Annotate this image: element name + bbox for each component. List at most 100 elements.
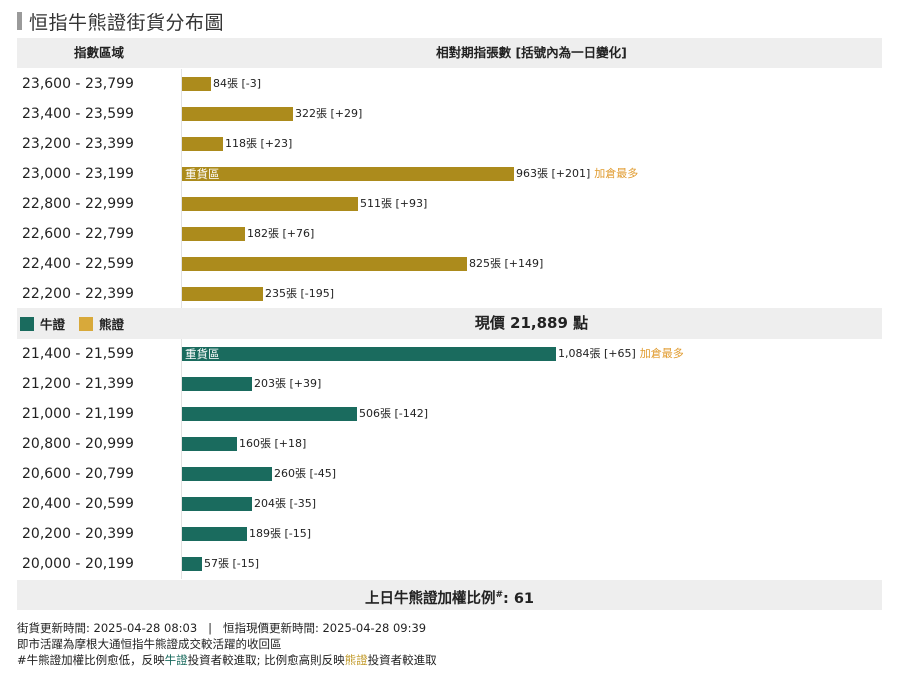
bear-bar [182, 107, 293, 121]
bull-row: 20,600 - 20,799 260張 [-45] [17, 459, 882, 489]
axis-line [181, 189, 182, 219]
bear-row: 22,600 - 22,799 182張 [+76] [17, 219, 882, 249]
bar-value-label: 84張 [-3] [213, 77, 261, 91]
note-bull-word: 牛證 [164, 653, 188, 667]
bar-value-text: 160張 [+18] [239, 437, 307, 450]
bull-row: 20,800 - 20,999 160張 [+18] [17, 429, 882, 459]
ratio-marker: # [495, 590, 503, 600]
bar-value-text: 235張 [-195] [265, 287, 335, 300]
note-ratio-explain: #牛熊證加權比例愈低，反映牛證投資者較進取; 比例愈高則反映熊證投資者較進取 [17, 652, 437, 668]
range-label: 21,000 - 21,199 [22, 406, 134, 422]
bar-value-text: 1,084張 [+65] [558, 347, 636, 360]
legend-bull-label: 牛證 [40, 317, 66, 332]
bear-row: 23,400 - 23,599 322張 [+29] [17, 99, 882, 129]
footnotes: 街貨更新時間: 2025-04-28 08:03 | 恒指現價更新時間: 202… [17, 620, 437, 668]
bar-value-label: 160張 [+18] [239, 437, 306, 451]
bar-value-label: 260張 [-45] [274, 467, 336, 481]
most-added-note: 加倉最多 [594, 167, 639, 180]
bar-value-text: 189張 [-15] [249, 527, 312, 540]
ratio-value: : 61 [503, 590, 535, 607]
heavy-zone-label: 重貨區 [185, 167, 220, 181]
bar-value-text: 825張 [+149] [469, 257, 544, 270]
most-added-note: 加倉最多 [639, 347, 684, 360]
bull-bar [182, 377, 252, 391]
note-bear-word: 熊證 [344, 653, 368, 667]
note-ratio-part2: 投資者較進取; 比例愈高則反映 [187, 653, 345, 667]
title-block: 恒指牛熊證街貨分布圖 [17, 8, 224, 34]
bar-value-label: 322張 [+29] [295, 107, 362, 121]
axis-line [181, 399, 182, 429]
range-label: 23,000 - 23,199 [22, 166, 134, 182]
bar-value-text: 506張 [-142] [359, 407, 429, 420]
axis-line [181, 459, 182, 489]
bar-value-text: 182張 [+76] [247, 227, 315, 240]
bar-value-label: 1,084張 [+65] 加倉最多 [558, 347, 684, 361]
bear-row: 22,200 - 22,399 235張 [-195] [17, 279, 882, 309]
bull-bar [182, 497, 252, 511]
bull-row: 20,000 - 20,199 57張 [-15] [17, 549, 882, 579]
bull-bar [182, 557, 202, 571]
axis-line [181, 489, 182, 519]
bar-value-text: 511張 [+93] [360, 197, 428, 210]
bar-value-text: 963張 [+201] [516, 167, 591, 180]
bear-row: 23,600 - 23,799 84張 [-3] [17, 69, 882, 99]
bull-row: 21,400 - 21,599 重貨區 1,084張 [+65] 加倉最多 [17, 339, 882, 369]
legend-item-bull: 牛證 [20, 314, 65, 333]
range-label: 20,600 - 20,799 [22, 466, 134, 482]
bar-value-label: 506張 [-142] [359, 407, 428, 421]
bull-bar [182, 527, 247, 541]
bear-row: 23,000 - 23,199 重貨區 963張 [+201] 加倉最多 [17, 159, 882, 189]
range-label: 22,800 - 22,999 [22, 196, 134, 212]
bar-value-label: 189張 [-15] [249, 527, 311, 541]
bar-value-label: 235張 [-195] [265, 287, 334, 301]
bull-row: 21,200 - 21,399 203張 [+39] [17, 369, 882, 399]
bar-value-text: 260張 [-45] [274, 467, 337, 480]
axis-line [181, 69, 182, 99]
bear-bar: 重貨區 [182, 167, 514, 181]
axis-line [181, 279, 182, 309]
ratio-row: 上日牛熊證加權比例#: 61 [17, 580, 882, 610]
range-label: 21,400 - 21,599 [22, 346, 134, 362]
bar-value-label: 203張 [+39] [254, 377, 321, 391]
bull-bar [182, 437, 237, 451]
update-times: 街貨更新時間: 2025-04-28 08:03 | 恒指現價更新時間: 202… [17, 621, 427, 635]
bull-bar: 重貨區 [182, 347, 556, 361]
ratio-label: 上日牛熊證加權比例 [364, 590, 496, 607]
bar-value-text: 118張 [+23] [225, 137, 293, 150]
current-price-row: 牛證 熊證 現價 21,889 點 [17, 308, 882, 339]
bar-value-text: 204張 [-35] [254, 497, 317, 510]
bar-value-text: 203張 [+39] [254, 377, 322, 390]
bull-row: 20,200 - 20,399 189張 [-15] [17, 519, 882, 549]
bar-value-label: 118張 [+23] [225, 137, 292, 151]
axis-line [181, 219, 182, 249]
legend-bear-label: 熊證 [99, 317, 125, 332]
bar-value-text: 57張 [-15] [204, 557, 260, 570]
note-active-zone: 即市活躍為摩根大通恒指牛熊證成交較活躍的收回區 [17, 637, 282, 651]
bar-value-text: 84張 [-3] [213, 77, 262, 90]
bar-value-label: 182張 [+76] [247, 227, 314, 241]
bar-value-label: 204張 [-35] [254, 497, 316, 511]
bear-bar [182, 137, 223, 151]
axis-line [181, 159, 182, 189]
bar-value-label: 825張 [+149] [469, 257, 543, 271]
bear-bar [182, 227, 245, 241]
bear-row: 23,200 - 23,399 118張 [+23] [17, 129, 882, 159]
bull-bar [182, 467, 272, 481]
bar-value-text: 322張 [+29] [295, 107, 363, 120]
bear-bar [182, 77, 211, 91]
range-label: 23,600 - 23,799 [22, 76, 134, 92]
axis-line [181, 129, 182, 159]
note-ratio-part3: 投資者較進取 [367, 653, 437, 667]
bar-value-label: 963張 [+201] 加倉最多 [516, 167, 638, 181]
range-label: 22,400 - 22,599 [22, 256, 134, 272]
range-column-header: 指數區域 [73, 45, 124, 60]
bull-row: 20,400 - 20,599 204張 [-35] [17, 489, 882, 519]
bull-swatch-icon [20, 316, 34, 331]
axis-line [181, 429, 182, 459]
title-accent-bar [17, 12, 22, 30]
bear-bar [182, 197, 358, 211]
range-label: 20,200 - 20,399 [22, 526, 134, 542]
axis-line [181, 519, 182, 549]
range-label: 22,200 - 22,399 [22, 286, 134, 302]
axis-line [181, 99, 182, 129]
